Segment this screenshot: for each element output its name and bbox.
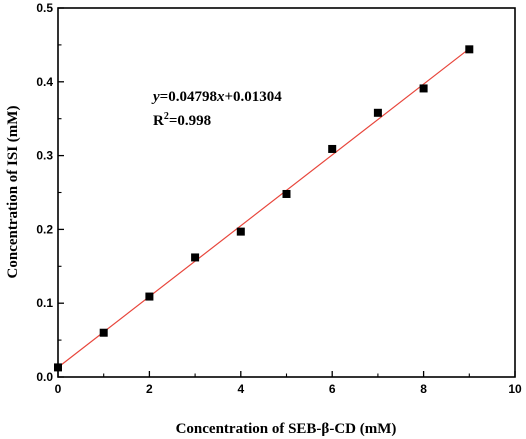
data-point — [328, 144, 337, 153]
x-tick-label: 8 — [420, 382, 427, 396]
x-tick-label: 6 — [329, 382, 336, 396]
y-tick-label: 0.2 — [36, 222, 53, 236]
data-point — [236, 227, 245, 236]
x-axis-title: Concentration of SEB-β-CD (mM) — [176, 421, 397, 437]
equation-annotation: y=0.04798x+0.01304 — [151, 89, 282, 105]
y-tick-label: 0.1 — [36, 296, 53, 310]
equation-x-var: x — [216, 89, 225, 105]
x-tick-label: 4 — [237, 382, 244, 396]
y-tick-label: 0.4 — [36, 75, 53, 89]
r-squared-annotation: R2=0.998 — [153, 111, 211, 129]
fit-line — [57, 48, 470, 368]
x-tick-label: 10 — [508, 382, 522, 396]
plot-frame — [57, 7, 516, 378]
y-axis-title: Concentration of ISI (mM) — [5, 106, 21, 279]
r-squared-superscript: 2 — [164, 111, 169, 122]
data-point — [419, 84, 428, 93]
data-point — [99, 328, 108, 337]
x-tick-label: 0 — [55, 382, 62, 396]
data-point — [145, 292, 154, 301]
equation-intercept: +0.01304 — [224, 89, 282, 105]
x-tick-label: 2 — [146, 382, 153, 396]
y-tick-label: 0.5 — [36, 1, 53, 15]
data-point — [282, 189, 291, 198]
equation-y-var: y — [151, 89, 160, 105]
ticks-layer: 0 2 4 6 8 10 0.0 0.1 0.2 0.3 0.4 0.5 — [36, 1, 522, 396]
equation-slope: =0.04798 — [160, 89, 217, 105]
data-point — [191, 253, 200, 262]
y-tick-label: 0.3 — [36, 149, 53, 163]
y-tick-label: 0.0 — [36, 370, 53, 384]
r-squared-value: =0.998 — [169, 113, 211, 129]
r-squared-r: R — [153, 113, 164, 129]
data-point — [373, 108, 382, 117]
data-point — [465, 45, 474, 54]
